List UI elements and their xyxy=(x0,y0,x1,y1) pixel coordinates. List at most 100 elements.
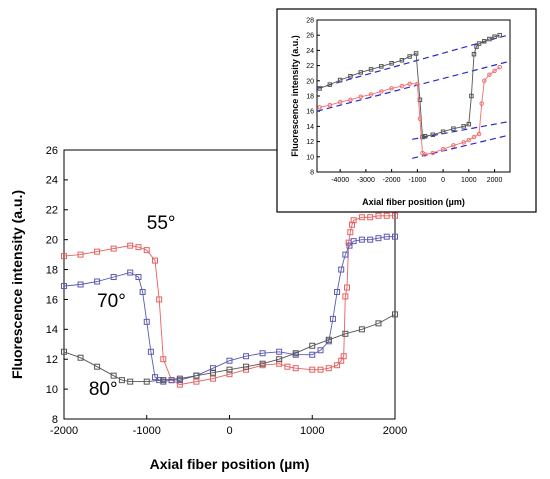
x-tick-label: -3000 xyxy=(357,177,375,184)
data-point xyxy=(392,311,398,318)
data-point xyxy=(461,140,466,145)
y-tick-label: 16 xyxy=(306,109,314,116)
data-point xyxy=(209,369,216,376)
data-point xyxy=(334,362,341,369)
series-annotation: 70° xyxy=(97,291,126,312)
data-point xyxy=(482,39,487,44)
data-point xyxy=(329,315,336,322)
data-point xyxy=(61,282,67,289)
data-point xyxy=(389,61,394,66)
data-point xyxy=(337,77,343,83)
data-point xyxy=(451,126,456,131)
main-chart: -2000 -1000 0 1000 2000 8 10 12 14 16 18 20 22 24 26 Ax… xyxy=(9,145,407,472)
data-point xyxy=(348,97,353,103)
data-point xyxy=(379,89,384,94)
data-point xyxy=(160,356,167,363)
fit-line xyxy=(412,134,508,159)
x-axis-label: Axial fiber position (µm) xyxy=(362,197,465,207)
y-tick-label: 14 xyxy=(306,124,314,131)
data-point xyxy=(422,152,428,157)
data-point xyxy=(327,102,333,108)
data-point xyxy=(338,266,345,273)
x-tick-label: -1000 xyxy=(133,425,161,437)
series-line xyxy=(63,215,395,386)
data-point xyxy=(469,93,474,99)
data-point xyxy=(118,377,125,384)
y-tick-label: 20 xyxy=(306,78,314,85)
data-point xyxy=(259,360,266,367)
y-tick-label: 14 xyxy=(46,324,58,336)
data-point xyxy=(193,378,200,385)
data-point xyxy=(497,32,502,38)
y-tick-label: 8 xyxy=(310,169,314,176)
data-point xyxy=(375,212,382,219)
data-point xyxy=(482,78,487,84)
data-point xyxy=(476,131,482,137)
x-tick-label: 2000 xyxy=(383,425,407,437)
data-point xyxy=(471,51,477,57)
data-point xyxy=(152,257,159,264)
data-point xyxy=(347,229,354,236)
data-point xyxy=(276,360,283,367)
y-tick-label: 12 xyxy=(46,354,58,366)
data-point xyxy=(127,269,134,276)
data-point xyxy=(383,212,390,219)
data-point xyxy=(367,236,374,243)
data-point xyxy=(342,293,349,300)
data-point xyxy=(139,288,146,295)
data-point xyxy=(243,363,250,370)
data-point xyxy=(156,296,163,303)
data-point xyxy=(392,212,398,219)
data-point xyxy=(135,244,142,251)
data-point xyxy=(399,58,405,63)
data-point xyxy=(487,72,492,77)
data-point xyxy=(389,86,394,91)
data-point xyxy=(476,41,482,46)
y-tick-label: 10 xyxy=(46,384,58,396)
y-axis-label: Fluorescence intensity (a.u.) xyxy=(290,35,300,157)
data-point xyxy=(417,116,423,122)
data-point xyxy=(77,281,84,288)
data-point xyxy=(226,366,233,373)
data-point xyxy=(77,354,84,361)
data-point xyxy=(77,251,84,258)
data-point xyxy=(440,129,446,134)
data-point xyxy=(209,375,216,382)
data-point xyxy=(127,242,134,249)
data-point xyxy=(143,378,150,385)
data-point xyxy=(94,248,101,255)
data-point xyxy=(451,143,456,148)
data-point xyxy=(226,357,233,364)
data-point xyxy=(337,99,343,105)
data-point xyxy=(143,247,150,254)
data-point xyxy=(340,353,347,360)
data-point xyxy=(226,371,233,378)
data-point xyxy=(276,348,283,355)
data-point xyxy=(342,251,349,258)
data-point xyxy=(348,73,353,79)
data-point xyxy=(497,64,502,70)
data-point xyxy=(317,105,322,110)
data-point xyxy=(375,320,382,327)
y-axis-label: Fluorescence intensity (a.u.) xyxy=(9,190,25,379)
x-tick-label: 1000 xyxy=(461,177,477,184)
y-tick-label: 26 xyxy=(306,33,314,40)
series-line xyxy=(63,314,396,383)
data-point xyxy=(342,330,349,337)
data-point xyxy=(317,347,324,354)
data-point xyxy=(327,82,333,87)
data-point xyxy=(309,351,316,358)
data-point xyxy=(492,34,497,39)
data-point xyxy=(422,134,428,139)
data-point xyxy=(479,101,484,106)
data-point xyxy=(284,363,291,370)
data-point xyxy=(193,372,200,379)
data-point xyxy=(346,242,353,249)
data-point xyxy=(127,378,134,385)
data-point xyxy=(110,274,117,281)
data-point xyxy=(420,134,425,140)
data-point xyxy=(379,64,384,69)
data-point xyxy=(325,365,332,372)
data-point xyxy=(492,68,497,74)
